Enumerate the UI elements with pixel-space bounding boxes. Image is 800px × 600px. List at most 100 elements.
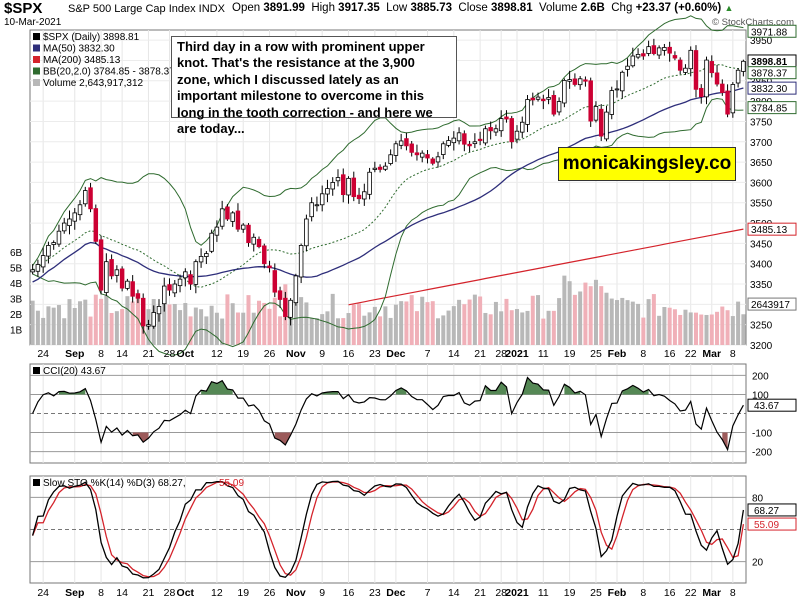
sto-d-value: 55.09 — [754, 520, 779, 531]
volume-bar — [525, 310, 530, 345]
volume-bar — [446, 310, 451, 345]
candle-body — [288, 299, 293, 318]
sto-k-line — [31, 480, 745, 579]
candle-body — [172, 283, 178, 294]
candle-body — [204, 253, 209, 257]
volume-bar — [72, 308, 77, 345]
high-value: 3917.35 — [338, 2, 380, 14]
volume-bar — [551, 310, 556, 345]
candle-body — [441, 143, 446, 155]
candle-body — [714, 72, 720, 85]
candle-body — [230, 212, 235, 222]
candle-body — [272, 270, 278, 293]
x-axis-label: 19 — [237, 587, 249, 599]
volume-bar — [172, 304, 177, 345]
volume-bar — [583, 282, 588, 345]
volume-bar — [662, 307, 667, 345]
stochastic-panel: 80 20 68.27 55.09 Slow STO %K(14) %D(3) 68.2… — [30, 478, 797, 579]
candle-body — [730, 84, 736, 114]
price-tick-label: 3700 — [750, 138, 773, 149]
x-axis-label: 7 — [425, 587, 431, 599]
candle-body — [325, 188, 330, 195]
sto-d-box — [747, 517, 797, 531]
x-axis-label: 9 — [319, 348, 325, 360]
chg-label: Chg — [611, 2, 633, 14]
x-axis-label: 19 — [564, 348, 576, 360]
candle-body — [604, 111, 609, 140]
candle-body — [367, 171, 372, 195]
chg-value: +23.37 (+0.60%) — [635, 2, 722, 14]
volume-bar — [257, 300, 262, 345]
volume-bar — [309, 318, 314, 345]
candle-body — [225, 206, 230, 220]
x-axis-label: 24 — [37, 587, 49, 599]
volume-bar — [615, 300, 620, 345]
candle-body — [256, 238, 262, 248]
volume-bar — [46, 306, 51, 345]
x-axis-label: Nov — [286, 348, 306, 360]
volume-bar — [251, 312, 256, 345]
value-label-close: 3898.81 — [751, 57, 788, 68]
candle-body — [583, 79, 588, 82]
sto-k-box — [747, 503, 797, 517]
volume-bar — [351, 304, 356, 345]
candle-body — [77, 204, 83, 216]
volume-bar — [693, 312, 698, 345]
volume-bar — [241, 312, 246, 345]
volume-bar — [488, 314, 493, 345]
value-label-bb_mid: 3878.37 — [751, 69, 788, 80]
candle-body — [646, 46, 651, 54]
x-axis-label: 2021 — [505, 587, 529, 599]
volume-bar — [588, 286, 593, 345]
candle-body — [704, 59, 709, 98]
volume-bar — [30, 300, 35, 345]
x-axis-label: 25 — [590, 587, 602, 599]
volume-bar — [204, 316, 209, 345]
candle-body — [298, 245, 304, 278]
volume-bar — [314, 318, 319, 345]
volume-bar — [420, 296, 425, 345]
candle-body — [530, 97, 536, 101]
volume-bar — [651, 294, 656, 345]
value-label-ma200: 3485.13 — [751, 225, 788, 236]
candle-body — [140, 297, 146, 327]
candle-body — [419, 152, 425, 158]
candle-body — [514, 130, 520, 140]
candle-body — [720, 83, 725, 93]
candle-body — [193, 261, 199, 285]
volume-bar — [288, 318, 293, 345]
volume-bar — [504, 298, 509, 345]
volume-bar — [167, 304, 172, 345]
x-axis-label: 8 — [98, 348, 104, 360]
candle-body — [219, 208, 225, 227]
x-axis-label: Mar — [702, 348, 721, 360]
volume-bar — [557, 298, 562, 345]
candle-body — [240, 224, 246, 230]
sto-legend-d: 55.09 — [219, 478, 244, 489]
value-label-box — [747, 81, 797, 95]
volume-bar — [246, 295, 251, 345]
candle-body — [46, 245, 51, 257]
candle-body — [177, 278, 183, 287]
volume-bar — [393, 304, 398, 345]
volume-bar — [362, 315, 367, 345]
candle-body — [425, 154, 430, 159]
volume-bar — [330, 293, 335, 345]
volume-bar — [320, 314, 325, 345]
sto-k-value: 68.27 — [754, 506, 779, 517]
price-tick-label: 3600 — [750, 178, 773, 189]
volume-bar — [436, 318, 441, 345]
candle-body — [398, 140, 404, 146]
legend-swatch — [33, 56, 40, 63]
candle-body — [93, 208, 99, 242]
volume-bar — [78, 301, 83, 345]
legend-swatch — [33, 79, 40, 86]
volume-bar — [225, 294, 230, 345]
bb-upper-line — [32, 15, 744, 266]
volume-bar — [425, 302, 430, 345]
volume-bar — [530, 295, 535, 345]
volume-bar — [409, 295, 414, 345]
candle-body — [662, 47, 667, 51]
candle-body — [98, 239, 104, 291]
candle-body — [683, 67, 688, 73]
